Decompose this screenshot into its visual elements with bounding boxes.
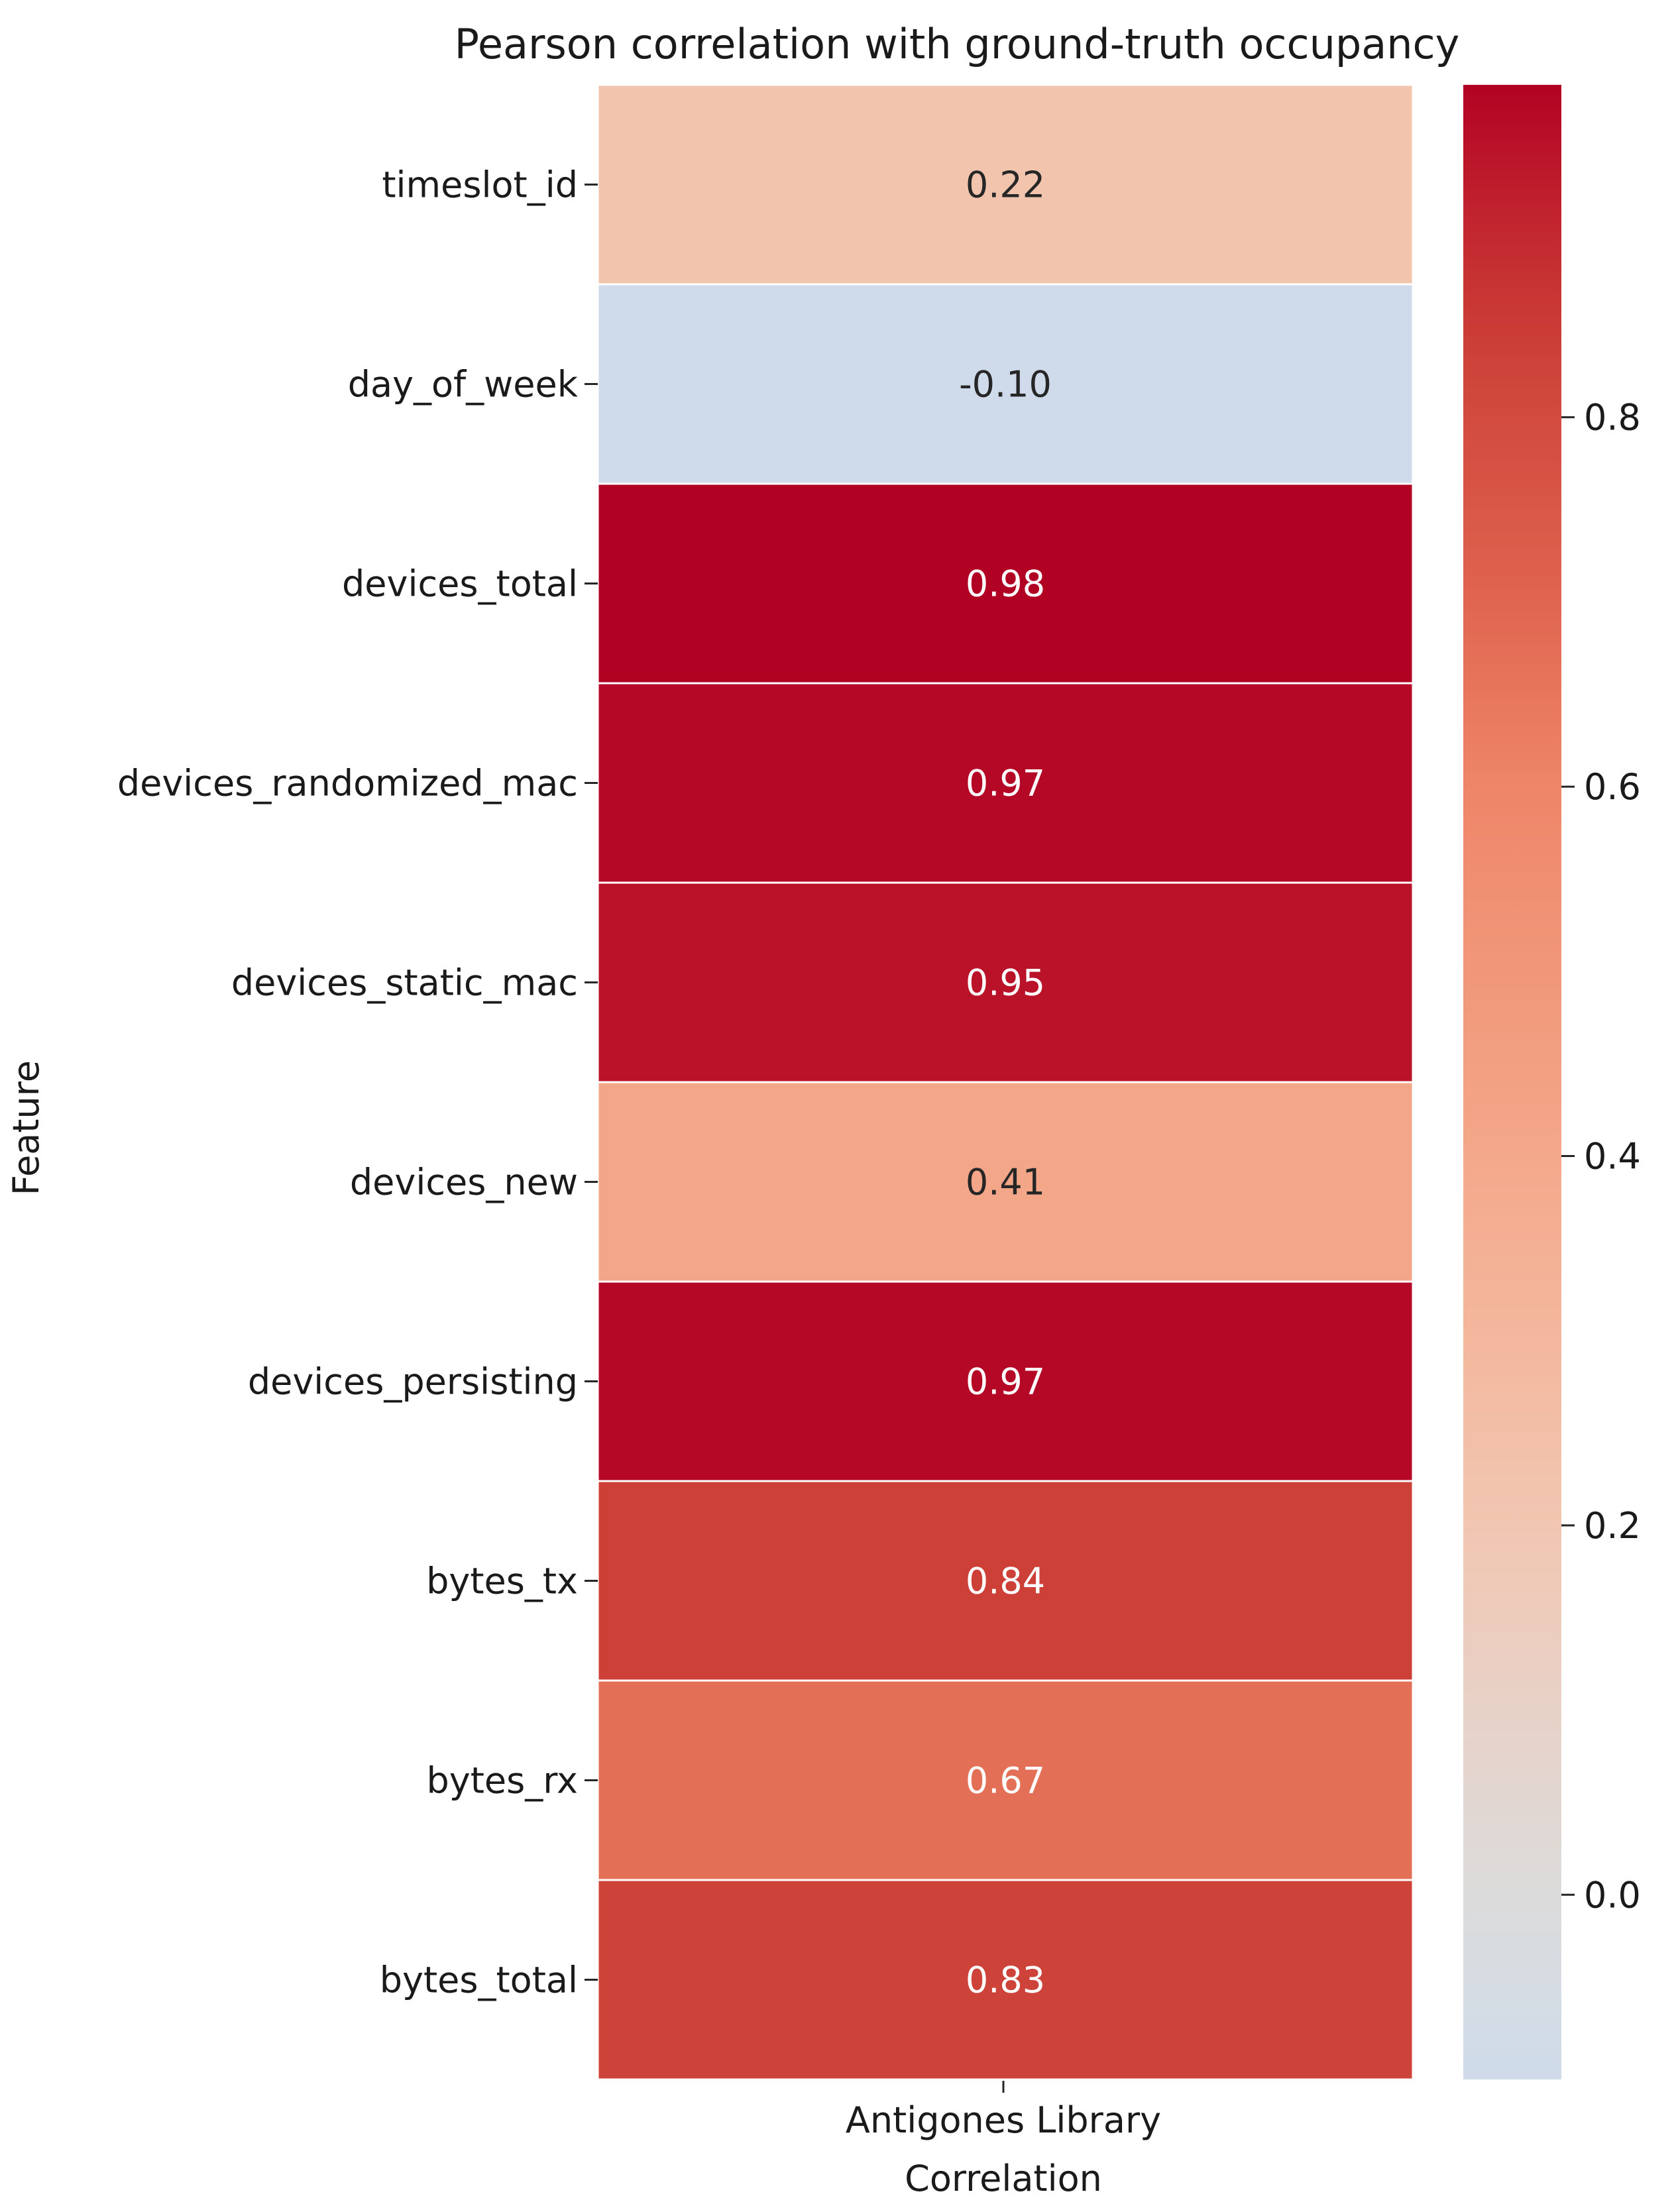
colorbar-tick-label: 0.0 (1584, 1874, 1641, 1916)
cell-value-label: 0.84 (966, 1561, 1045, 1602)
heatmap-cell-devices-static-mac (596, 881, 1414, 1083)
row-label-devices-randomized-mac: devices_randomized_mac (117, 763, 578, 804)
row-label-devices-total: devices_total (342, 563, 578, 605)
cell-value-label: -0.10 (959, 364, 1052, 406)
colorbar-ticks: 0.0 0.2 0.4 0.6 0.8 (1561, 397, 1641, 1916)
heatmap-cell-day-of-week (596, 283, 1414, 485)
heatmap-cells: 0.22 -0.10 0.98 0.97 0.95 0.41 0.97 0.84 0.67 0.8… (596, 83, 1414, 2081)
row-labels: timeslot_id day_of_week devices_totaldevic… (117, 164, 598, 2001)
cell-value-label: 0.98 (966, 563, 1045, 605)
y-axis-label: Feature (5, 1060, 47, 1195)
heatmap-cell-devices-randomized-mac (596, 682, 1414, 884)
cell-value-label: 0.95 (966, 962, 1045, 1004)
row-label-devices-new: devices_new (350, 1162, 578, 1203)
x-axis-label: Correlation (905, 2158, 1102, 2199)
heatmap-cell-devices-new (596, 1081, 1414, 1283)
row-label-bytes-total: bytes_total (380, 1960, 578, 2001)
row-label-devices-static-mac: devices_static_mac (231, 962, 578, 1004)
cell-value-label: 0.41 (966, 1162, 1045, 1203)
colorbar (1463, 85, 1561, 2079)
column-label: Antigones Library (846, 2099, 1161, 2141)
cell-value-label: 0.83 (966, 1960, 1045, 2001)
colorbar-tick-label: 0.4 (1584, 1135, 1641, 1177)
heatmap-cell-timeslot-id (596, 83, 1414, 286)
row-label-bytes-tx: bytes_tx (426, 1561, 578, 1602)
heatmap-cell-devices-total (596, 482, 1414, 685)
heatmap-cell-devices-persisting (596, 1280, 1414, 1482)
cell-value-label: 0.67 (966, 1760, 1045, 1802)
row-label-day-of-week: day_of_week (348, 364, 579, 406)
colorbar-tick-label: 0.6 (1584, 766, 1641, 808)
row-label-bytes-rx: bytes_rx (427, 1760, 578, 1802)
chart-title: Pearson correlation with ground-truth oc… (455, 20, 1460, 68)
heatmap-cell-bytes-total (596, 1879, 1414, 2081)
row-label-timeslot-id: timeslot_id (382, 164, 578, 206)
row-label-devices-persisting: devices_persisting (248, 1361, 578, 1403)
heatmap-cell-bytes-tx (596, 1480, 1414, 1682)
colorbar-tick-label: 0.2 (1584, 1505, 1641, 1547)
cell-value-label: 0.97 (966, 1361, 1045, 1403)
colorbar-tick-label: 0.8 (1584, 397, 1641, 439)
cell-value-label: 0.22 (966, 164, 1045, 206)
cell-value-label: 0.97 (966, 763, 1045, 804)
